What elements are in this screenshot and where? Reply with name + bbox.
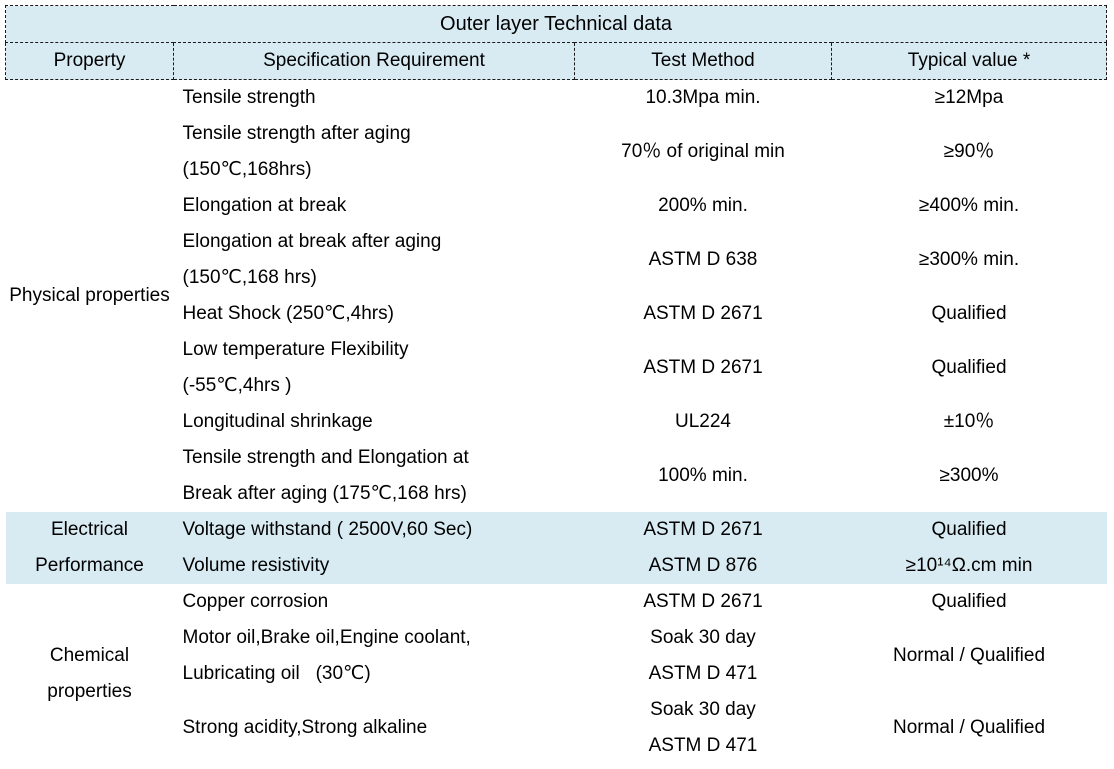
technical-data-table: Outer layer Technical data Property Spec… (4, 5, 1108, 764)
property-group-chemical: Chemical properties (47, 645, 132, 702)
method-cell: ASTM D 876 (574, 548, 832, 584)
col-header-value: Typical value * (830, 42, 1108, 80)
value-cell: Qualified (931, 357, 1007, 378)
table-row: Tensile strength after aging (150℃,168hr… (6, 116, 1107, 188)
table-row: Physical properties Tensile strength 10.… (6, 80, 1107, 306)
value-cell: Qualified (931, 303, 1007, 324)
method-cell: ASTM D 2671 (643, 303, 763, 324)
value-cell: ≥10¹⁴Ω.cm min (831, 548, 1107, 584)
property-group-physical: Physical properties (9, 285, 170, 306)
table-row: Strong acidity,Strong alkaline Soak 30 d… (6, 692, 1107, 764)
value-cell: Normal / Qualified (892, 717, 1046, 738)
spec-cell: Heat Shock (250℃,4hrs) (182, 303, 394, 324)
table-row: Volume resistivity ASTM D 876 ≥10¹⁴Ω.cm … (6, 548, 1107, 584)
method-cell: 10.3Mpa min. (645, 87, 761, 108)
method-cell: 200% min. (658, 195, 748, 216)
method-cell: ASTM D 2671 (574, 512, 832, 548)
value-cell: ≥300% min. (918, 249, 1020, 270)
method-cell: Soak 30 day ASTM D 471 (648, 627, 758, 684)
value-cell: Normal / Qualified (892, 645, 1046, 666)
value-cell: Qualified (831, 512, 1107, 548)
spec-cell: Low temperature Flexibility (-55℃,4hrs ) (182, 339, 409, 396)
table-row: Tensile strength and Elongation at Break… (6, 440, 1107, 512)
spec-cell: Elongation at break (182, 195, 347, 216)
method-cell: UL224 (675, 411, 731, 432)
spec-cell: Tensile strength and Elongation at Break… (182, 447, 469, 504)
method-cell: ASTM D 638 (648, 249, 758, 270)
spec-cell: Motor oil,Brake oil,Engine coolant, Lubr… (182, 627, 471, 684)
table-row: Elongation at break 200% min. ≥400% min. (6, 188, 1107, 224)
method-cell: 100% min. (658, 465, 748, 486)
spec-cell: Voltage withstand ( 2500V,60 Sec) (173, 512, 575, 548)
value-cell: ≥300% (939, 465, 999, 486)
value-cell: ±10％ (943, 411, 995, 432)
col-header-property: Property (5, 42, 174, 80)
spec-cell: Copper corrosion (182, 591, 329, 612)
property-group-electrical: Electrical Performance (5, 512, 174, 584)
value-cell: Qualified (931, 591, 1007, 612)
table-row: Electrical Performance Voltage withstand… (5, 512, 1107, 584)
method-cell: Soak 30 day ASTM D 471 (648, 699, 758, 756)
spec-cell: Longitudinal shrinkage (182, 411, 373, 432)
spec-cell: Elongation at break after aging (150℃,16… (182, 231, 442, 288)
spec-cell: Volume resistivity (173, 548, 575, 584)
table-title-row: Outer layer Technical data (4, 5, 1108, 43)
table-row: Motor oil,Brake oil,Engine coolant, Lubr… (6, 620, 1107, 692)
table-row: Heat Shock (250℃,4hrs) ASTM D 2671 Quali… (6, 296, 1107, 332)
column-header-row: Property Specification Requirement Test … (5, 42, 1108, 80)
table-title: Outer layer Technical data (4, 5, 1108, 43)
col-header-spec: Specification Requirement (173, 42, 575, 80)
spec-cell: Strong acidity,Strong alkaline (182, 717, 428, 738)
col-header-method: Test Method (574, 42, 832, 80)
table-row: Low temperature Flexibility (-55℃,4hrs )… (6, 332, 1107, 404)
table-row: Chemical properties Copper corrosion AST… (6, 584, 1107, 702)
table-row: Longitudinal shrinkage UL224 ±10％ (6, 404, 1107, 440)
spec-cell: Tensile strength (182, 87, 316, 108)
value-cell: ≥400% min. (918, 195, 1020, 216)
method-cell: 70％ of original min (621, 141, 785, 162)
method-cell: ASTM D 2671 (643, 591, 763, 612)
value-cell: ≥90％ (943, 141, 995, 162)
value-cell: ≥12Mpa (934, 87, 1004, 108)
method-cell: ASTM D 2671 (643, 357, 763, 378)
table-row: Elongation at break after aging (150℃,16… (6, 224, 1107, 296)
spec-cell: Tensile strength after aging (150℃,168hr… (182, 123, 411, 180)
